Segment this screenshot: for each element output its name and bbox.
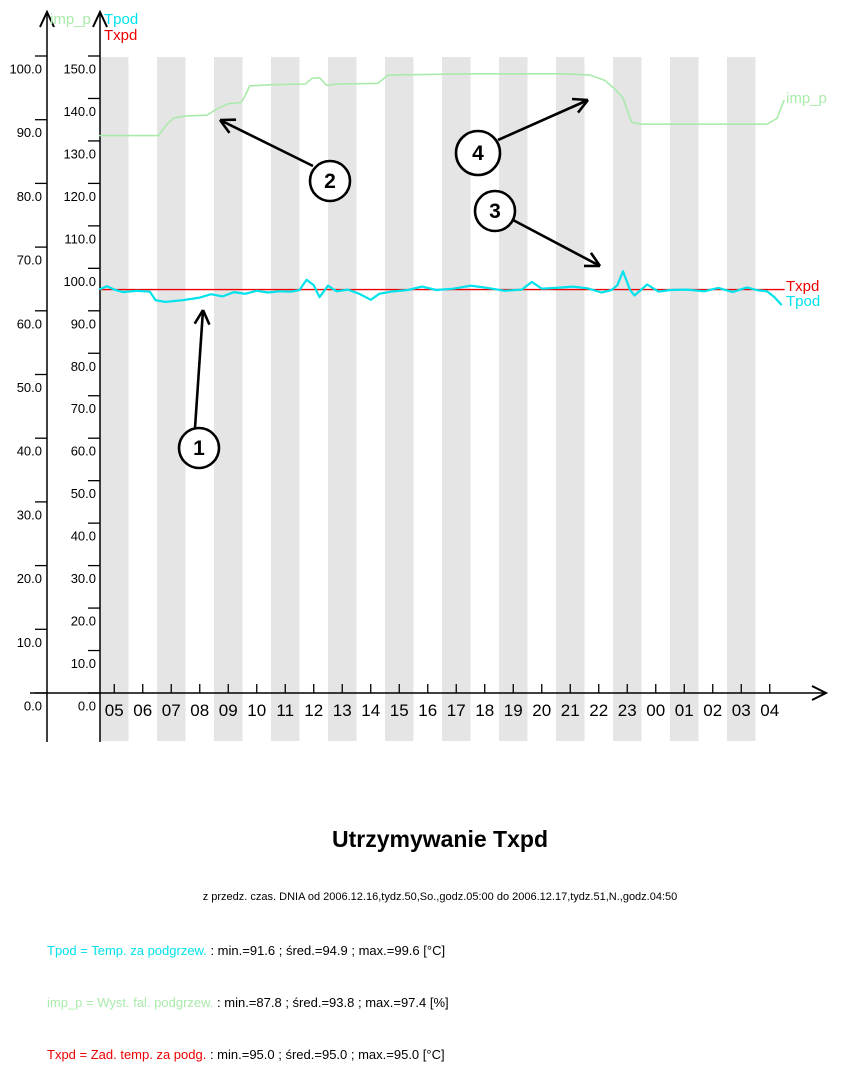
svg-text:20: 20: [532, 701, 551, 720]
legend-series-label: Txpd = Zad. temp. za podg.: [47, 1047, 207, 1062]
svg-text:0.0: 0.0: [78, 699, 96, 714]
y-axis-left-ticks: 100.0 90.0 80.0 70.0 60.0 50.0 40.0 30.0 20.0 10.…: [9, 55, 47, 714]
svg-text:80.0: 80.0: [71, 359, 96, 374]
svg-text:00: 00: [646, 701, 665, 720]
svg-text:11: 11: [276, 701, 294, 720]
svg-text:10.0: 10.0: [17, 635, 42, 650]
svg-text:100.0: 100.0: [63, 274, 96, 289]
svg-text:07: 07: [162, 701, 181, 720]
svg-text:60.0: 60.0: [17, 316, 42, 331]
svg-text:05: 05: [105, 701, 124, 720]
svg-text:90.0: 90.0: [71, 316, 96, 331]
annotation-circle-3: [473, 189, 517, 233]
svg-text:10.0: 10.0: [71, 656, 96, 671]
svg-text:08: 08: [190, 701, 209, 720]
svg-text:50.0: 50.0: [17, 380, 42, 395]
axis-label-imp_p: imp_p: [50, 11, 91, 28]
annotation-4: 4: [454, 97, 590, 177]
svg-text:90.0: 90.0: [17, 125, 42, 140]
svg-text:120.0: 120.0: [63, 189, 96, 204]
annotation-circle-1: [177, 426, 221, 470]
svg-text:60.0: 60.0: [71, 444, 96, 459]
svg-text:100.0: 100.0: [9, 62, 42, 77]
legend-line-imp-p: imp_p = Wyst. fal. podgrzew. : min.=87.8…: [47, 995, 449, 1010]
annotation-2: 2: [218, 118, 352, 203]
axis-label-txpd: Txpd: [104, 27, 137, 44]
svg-text:06: 06: [133, 701, 152, 720]
svg-text:15: 15: [390, 701, 409, 720]
svg-text:20.0: 20.0: [71, 614, 96, 629]
x-axis-arrow-icon: [811, 685, 829, 701]
legend-series-label: Tpod = Temp. za podgrzew.: [47, 943, 207, 958]
annotation-circle-4: [454, 129, 502, 177]
svg-text:40.0: 40.0: [17, 444, 42, 459]
svg-text:70.0: 70.0: [71, 401, 96, 416]
hour-bands: [100, 57, 756, 741]
svg-text:23: 23: [618, 701, 637, 720]
svg-text:12: 12: [304, 701, 323, 720]
svg-text:03: 03: [732, 701, 751, 720]
annotation-1: 1: [177, 309, 221, 470]
svg-text:09: 09: [219, 701, 238, 720]
svg-text:16: 16: [418, 701, 437, 720]
svg-text:22: 22: [589, 701, 608, 720]
axes: [30, 9, 829, 742]
legend-line-tpod: Tpod = Temp. za podgrzew. : min.=91.6 ; …: [47, 943, 445, 958]
svg-text:130.0: 130.0: [63, 146, 96, 161]
svg-text:04: 04: [760, 701, 779, 720]
svg-text:50.0: 50.0: [71, 486, 96, 501]
annotation-number-3: 3: [489, 200, 501, 223]
left-axis-arrow-icon: [39, 9, 55, 28]
svg-text:30.0: 30.0: [17, 507, 42, 522]
svg-text:140.0: 140.0: [63, 104, 96, 119]
svg-text:14: 14: [361, 701, 380, 720]
annotations: 1 2 3 4: [177, 97, 602, 470]
series-tpod-end-label: Tpod: [786, 293, 820, 310]
annotation-number-4: 4: [472, 142, 484, 165]
annotation-number-1: 1: [193, 437, 205, 460]
svg-text:20.0: 20.0: [17, 571, 42, 586]
legend-stats-text: : min.=91.6 ; śred.=94.9 ; max.=99.6 [°C…: [206, 943, 446, 958]
legend-series-label: imp_p = Wyst. fal. podgrzew.: [47, 995, 214, 1010]
axis-label-tpod: Tpod: [104, 11, 138, 28]
svg-text:01: 01: [675, 701, 694, 720]
x-axis-ticks: 05 06 07 08 09 10 11 12 13 14 15 16 17 18 19 20 21 22 23 00…: [105, 684, 779, 720]
right-axis-arrow-icon: [92, 9, 108, 28]
svg-text:02: 02: [703, 701, 722, 720]
svg-text:150.0: 150.0: [63, 62, 96, 77]
legend-line-txpd: Txpd = Zad. temp. za podg. : min.=95.0 ;…: [47, 1047, 445, 1062]
trend-chart: 100.090.080.070.060.050.040.030.020.010.…: [9, 9, 829, 742]
series-imp_p-end-label: imp_p: [786, 90, 827, 107]
svg-text:21: 21: [561, 701, 580, 720]
svg-text:10: 10: [247, 701, 266, 720]
svg-text:80.0: 80.0: [17, 189, 42, 204]
legend-stats-text: : min.=95.0 ; śred.=95.0 ; max.=95.0 [°C…: [206, 1047, 445, 1062]
chart-title: Utrzymywanie Txpd: [332, 826, 548, 852]
svg-text:70.0: 70.0: [17, 253, 42, 268]
legend-stats-text: : min.=87.8 ; śred.=93.8 ; max.=97.4 [%]: [213, 995, 449, 1010]
annotation-circle-2: [308, 159, 352, 203]
svg-text:18: 18: [475, 701, 494, 720]
chart-subtitle: z przedz. czas. DNIA od 2006.12.16,tydz.…: [202, 891, 678, 903]
svg-text:13: 13: [333, 701, 352, 720]
svg-text:0.0: 0.0: [24, 699, 42, 714]
svg-text:17: 17: [447, 701, 466, 720]
svg-text:110.0: 110.0: [64, 231, 96, 246]
svg-text:40.0: 40.0: [71, 529, 96, 544]
annotation-number-2: 2: [324, 170, 336, 193]
svg-text:30.0: 30.0: [71, 571, 96, 586]
series-txpd-end-label: Txpd: [786, 278, 819, 295]
y-axis-right-ticks: 150.0 140.0 130.0 120.0 110.0 100.0 90.0 80.0 70…: [63, 55, 100, 714]
svg-text:19: 19: [504, 701, 523, 720]
series-tpod-line: Tpod: [98, 270, 820, 310]
annotation-3: 3: [473, 189, 602, 268]
series-imp_p-line: imp_p: [99, 73, 827, 137]
